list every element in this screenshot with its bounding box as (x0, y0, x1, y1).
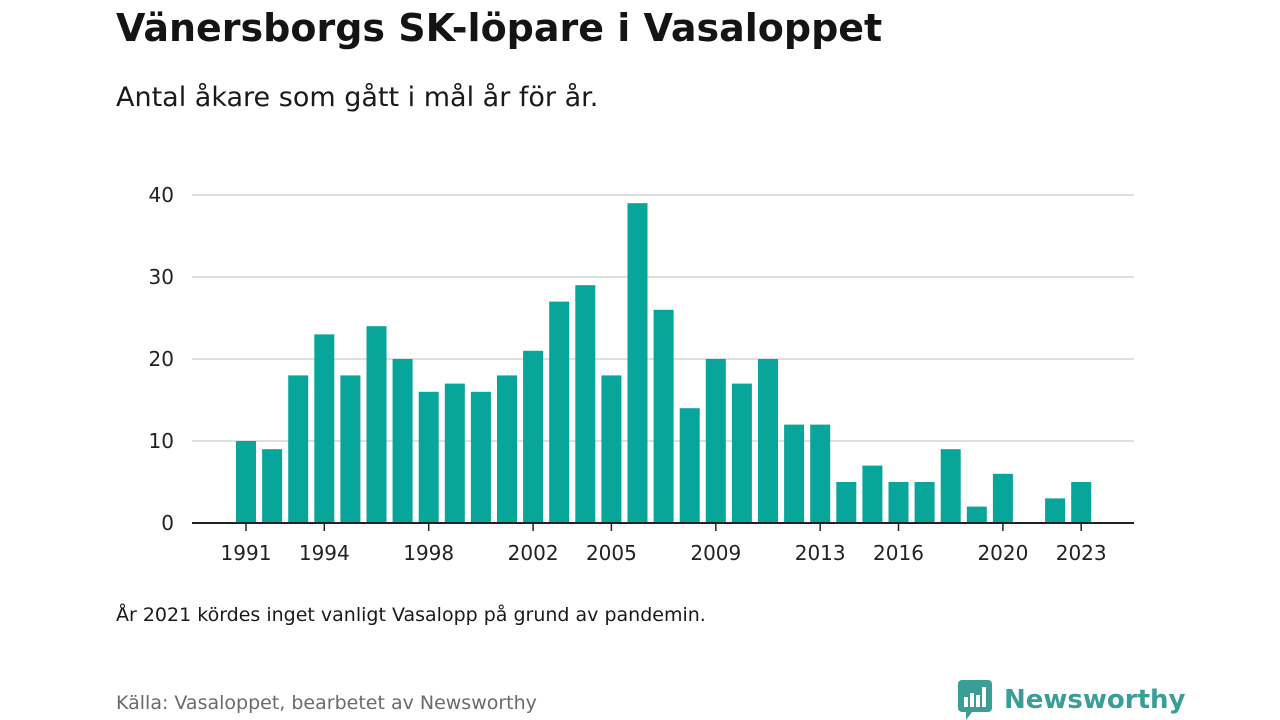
bar-2020 (992, 473, 1013, 523)
y-tick-label: 0 (161, 511, 174, 535)
newsworthy-logo-icon (958, 680, 992, 720)
y-tick-label: 20 (149, 347, 174, 371)
bar-2023 (1071, 482, 1092, 523)
bar-2001 (497, 375, 517, 523)
x-axis: 1991 1994 1998 2002 2005 2009 2013 2016 2020 2023 (192, 522, 1134, 565)
x-tick-label: 2020 (977, 541, 1028, 565)
bar-2005 (601, 375, 622, 523)
bar-2012 (784, 424, 805, 523)
bar-2019 (966, 506, 987, 523)
bar-1997 (392, 359, 413, 523)
bar-2009 (705, 359, 726, 523)
bar-2000 (470, 391, 491, 523)
bar-2008 (679, 408, 700, 523)
bar-2015 (862, 465, 883, 523)
x-tick-label: 2005 (586, 541, 637, 565)
bar-2010 (731, 383, 752, 523)
bar-2016 (888, 482, 909, 523)
x-tick-label: 2023 (1056, 541, 1107, 565)
x-tick-label: 1994 (299, 541, 350, 565)
x-tick-label: 2002 (508, 541, 559, 565)
x-tick-label: 1991 (221, 541, 272, 565)
bar-1992 (262, 449, 283, 523)
bar-2004 (575, 285, 596, 523)
bar-1998 (418, 391, 439, 523)
x-tick-label: 2016 (873, 541, 924, 565)
bar-chart: 0 10 20 30 40 1991 1994 1998 2002 2005 2009 2013 20… (149, 183, 1134, 565)
source-text: Källa: Vasaloppet, bearbetet av Newswort… (116, 692, 537, 714)
chart-note: År 2021 kördes inget vanligt Vasalopp på… (116, 604, 706, 626)
bar-2007 (653, 309, 674, 523)
bar-2022 (1045, 498, 1066, 523)
brand-name: Newsworthy (1004, 685, 1186, 715)
chart-subtitle: Antal åkare som gått i mål år för år. (116, 82, 599, 113)
x-tick-label: 2013 (795, 541, 846, 565)
bar-2011 (758, 359, 778, 523)
y-tick-label: 30 (149, 265, 174, 289)
bars (236, 203, 1092, 523)
bar-1994 (314, 334, 335, 523)
x-tick-label: 2009 (690, 541, 741, 565)
bar-1995 (340, 375, 361, 523)
y-axis-ticks: 0 10 20 30 40 (149, 183, 174, 535)
bar-2003 (549, 301, 570, 523)
bar-1999 (444, 383, 465, 523)
bar-2017 (914, 482, 935, 523)
x-tick-label: 1998 (403, 541, 454, 565)
bar-1991 (236, 441, 256, 523)
y-tick-label: 10 (149, 429, 174, 453)
newsworthy-brand[interactable]: Newsworthy (958, 680, 1185, 720)
chart-title: Vänersborgs SK-löpare i Vasaloppet (116, 6, 883, 50)
bar-2014 (836, 482, 857, 523)
bar-2018 (940, 449, 961, 523)
bar-2013 (810, 424, 831, 523)
y-tick-label: 40 (149, 183, 174, 207)
bar-1996 (366, 326, 387, 523)
bar-1993 (288, 375, 309, 523)
bar-2002 (523, 350, 544, 523)
bar-2006 (627, 203, 648, 523)
